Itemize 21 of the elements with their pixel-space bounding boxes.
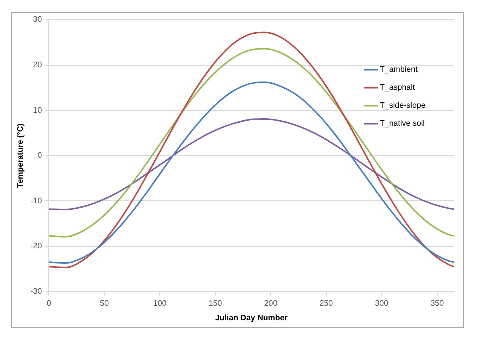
legend-label: T_native soil — [380, 119, 426, 128]
legend-label: T_ambient — [380, 65, 419, 74]
x-tick-label: 200 — [264, 298, 278, 308]
x-tick-label: 150 — [208, 298, 223, 308]
y-tick-label: -20 — [30, 242, 43, 251]
y-tick-label: 20 — [33, 60, 43, 70]
y-tick-label: 30 — [33, 15, 43, 24]
y-axis-title: Temperature (°C) — [16, 123, 26, 188]
x-tick-label: 0 — [46, 298, 52, 308]
y-tick-label: -30 — [30, 287, 43, 296]
legend-label: T_side-slope — [380, 101, 426, 110]
legend-label: T_asphalt — [380, 83, 416, 92]
x-axis-title: Julian Day Number — [215, 313, 288, 322]
x-tick-label: 300 — [375, 298, 390, 308]
x-tick-label: 250 — [320, 298, 334, 308]
x-tick-label: 50 — [100, 298, 110, 308]
x-tick-label: 100 — [153, 298, 168, 308]
y-tick-label: -10 — [30, 196, 43, 206]
y-tick-label: 0 — [38, 151, 43, 160]
y-tick-label: 10 — [33, 106, 43, 115]
x-tick-label: 350 — [430, 298, 445, 308]
